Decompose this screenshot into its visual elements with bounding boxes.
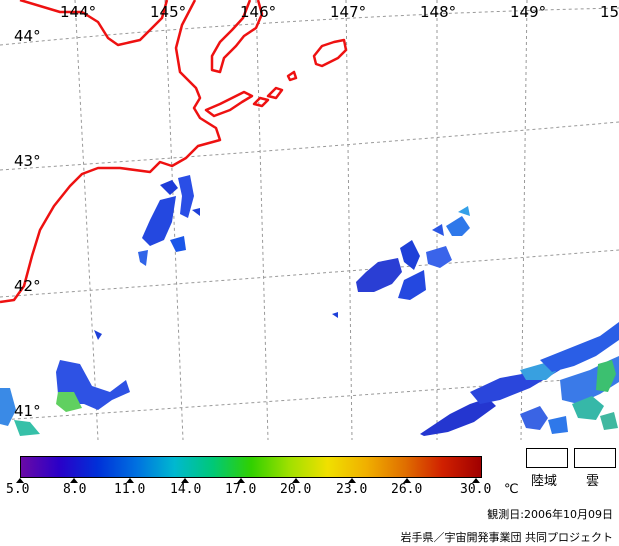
sst-patches <box>0 175 619 436</box>
parallel-line <box>0 7 619 46</box>
cloud-legend-label: 雲 <box>586 474 600 489</box>
lon-label-144: 144° <box>60 3 97 21</box>
meridian-line <box>164 0 184 440</box>
coastline-segment <box>266 86 284 100</box>
sst-patch <box>548 416 568 434</box>
lon-label-150: 15 <box>600 3 619 21</box>
colorbar-tick <box>181 478 189 483</box>
lon-label-146: 146° <box>240 3 277 21</box>
colorbar-label-20: 20.0 <box>280 482 312 497</box>
sst-patch <box>426 246 452 268</box>
coastline-segment <box>312 38 348 68</box>
colorbar-label-23: 23.0 <box>336 482 368 497</box>
colorbar-tick <box>472 478 480 483</box>
lon-label-149: 149° <box>510 3 547 21</box>
sst-patch <box>170 236 186 252</box>
colorbar-label-5: 5.0 <box>6 482 30 497</box>
colorbar-label-11: 11.0 <box>114 482 146 497</box>
sst-patch <box>540 322 619 372</box>
land-legend-label: 陸域 <box>531 474 558 489</box>
coastline-segment <box>286 70 298 82</box>
parallel-line <box>0 375 619 421</box>
sst-patch <box>520 406 548 430</box>
observation-date: 観測日:2006年10月09日 <box>487 508 613 521</box>
colorbar-tick <box>16 478 24 483</box>
sst-patch <box>432 224 444 236</box>
coastline-segment <box>0 0 222 304</box>
parallel-line <box>0 249 619 298</box>
colorbar-label-30: 30.0 <box>460 482 492 497</box>
graticule <box>0 0 619 440</box>
colorbar-tick <box>292 478 300 483</box>
credit-line: 岩手県／宇宙開発事業団 共同プロジェクト <box>400 531 614 544</box>
sst-patch <box>192 208 200 216</box>
meridian-line <box>345 0 353 440</box>
colorbar-tick <box>403 478 411 483</box>
lat-label-43: 43° <box>14 152 41 170</box>
sst-patch <box>0 388 16 426</box>
sst-patch <box>142 196 176 246</box>
sst-patch <box>420 398 496 436</box>
colorbar-tick <box>348 478 356 483</box>
sst-patch <box>356 258 402 292</box>
lon-label-147: 147° <box>330 3 367 21</box>
sst-patch <box>138 250 148 266</box>
colorbar-label-17: 17.0 <box>225 482 257 497</box>
sst-patch <box>458 206 470 216</box>
lon-label-148: 148° <box>420 3 457 21</box>
sea-surface-temperature-map <box>0 0 619 440</box>
lat-label-42: 42° <box>14 277 41 295</box>
colorbar-tick <box>70 478 78 483</box>
sst-patch <box>446 216 470 236</box>
sst-patch <box>94 330 102 340</box>
sst-patch <box>332 312 338 318</box>
sst-patch <box>56 392 82 412</box>
temperature-colorbar <box>20 456 482 478</box>
land-legend-swatch <box>526 448 568 468</box>
colorbar-tick <box>126 478 134 483</box>
sst-patch <box>600 412 618 430</box>
cloud-legend-swatch <box>574 448 616 468</box>
colorbar-unit: ℃ <box>504 482 519 497</box>
lon-label-145: 145° <box>150 3 187 21</box>
colorbar-label-26: 26.0 <box>391 482 423 497</box>
coastline-segment <box>19 0 169 47</box>
sst-patch <box>572 396 604 420</box>
sst-patch <box>14 420 40 436</box>
sst-patch <box>400 240 420 270</box>
colorbar-tick <box>237 478 245 483</box>
lat-label-41: 41° <box>14 402 41 420</box>
coastline-segment <box>204 90 254 118</box>
coastline-segment <box>210 0 264 74</box>
colorbar-label-8: 8.0 <box>63 482 87 497</box>
meridian-line <box>255 0 269 440</box>
sst-patch <box>178 175 194 218</box>
colorbar-label-14: 14.0 <box>170 482 202 497</box>
parallel-line <box>0 121 619 171</box>
coastline-segment <box>252 96 270 108</box>
meridian-line <box>520 0 528 440</box>
sst-patch <box>596 360 616 392</box>
lat-label-44: 44° <box>14 27 41 45</box>
meridian-line <box>74 0 99 440</box>
sst-patch <box>160 180 178 195</box>
coastline <box>0 0 348 304</box>
sst-patch <box>398 270 426 300</box>
